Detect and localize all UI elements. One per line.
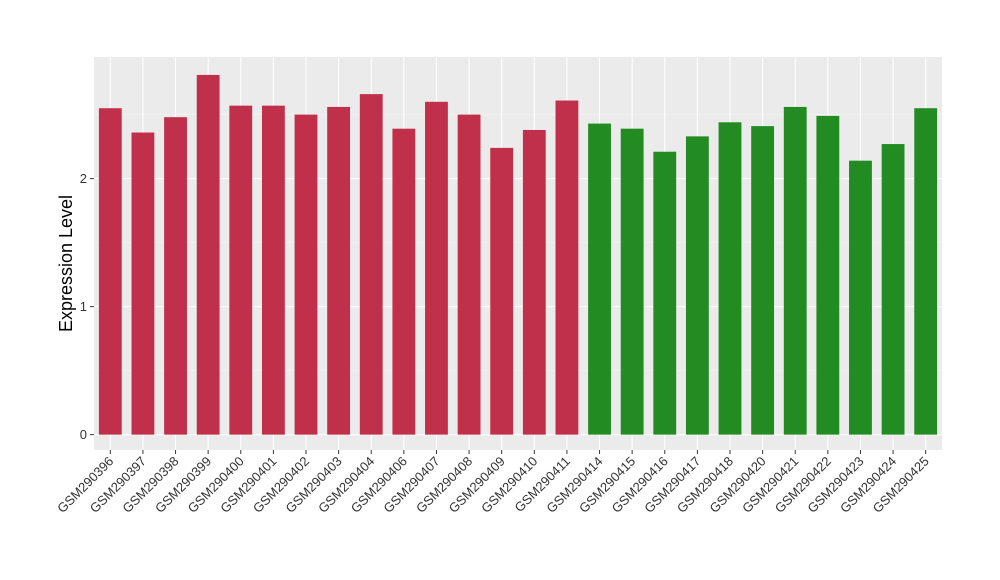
bar-GSM290397 <box>131 132 155 435</box>
y-tick-label: 0 <box>80 427 87 442</box>
y-tick-label: 2 <box>80 171 87 186</box>
bar-GSM290422 <box>816 115 840 435</box>
bar-GSM290411 <box>555 100 579 435</box>
bar-GSM290406 <box>392 128 416 435</box>
bar-GSM290416 <box>653 151 677 435</box>
bar-GSM290400 <box>229 105 253 435</box>
bar-GSM290414 <box>588 123 611 435</box>
y-tick-label: 1 <box>80 299 87 314</box>
bar-GSM290404 <box>359 94 383 435</box>
plot-panel <box>94 57 942 450</box>
bar-GSM290396 <box>98 108 122 435</box>
bar-GSM290401 <box>261 105 285 435</box>
bar-GSM290423 <box>849 160 872 435</box>
y-axis-title: Expression Level <box>56 195 76 332</box>
x-axis: GSM290396GSM290397GSM290398GSM290399GSM2… <box>54 450 932 516</box>
bar-GSM290409 <box>490 147 514 435</box>
bar-GSM290421 <box>783 106 807 435</box>
bars <box>98 74 938 435</box>
bar-GSM290420 <box>751 126 775 435</box>
bar-GSM290424 <box>881 144 905 435</box>
bar-GSM290402 <box>294 114 318 435</box>
bar-GSM290410 <box>522 129 546 435</box>
bar-GSM290407 <box>425 101 448 435</box>
bar-GSM290418 <box>718 122 742 435</box>
bar-GSM290417 <box>685 136 709 435</box>
bar-GSM290425 <box>914 108 938 435</box>
bar-GSM290398 <box>164 117 187 435</box>
bar-GSM290399 <box>196 74 220 435</box>
bar-GSM290408 <box>457 114 481 435</box>
bar-GSM290415 <box>620 128 644 435</box>
bar-GSM290403 <box>327 106 351 435</box>
y-axis: 0 1 2 <box>80 171 94 442</box>
